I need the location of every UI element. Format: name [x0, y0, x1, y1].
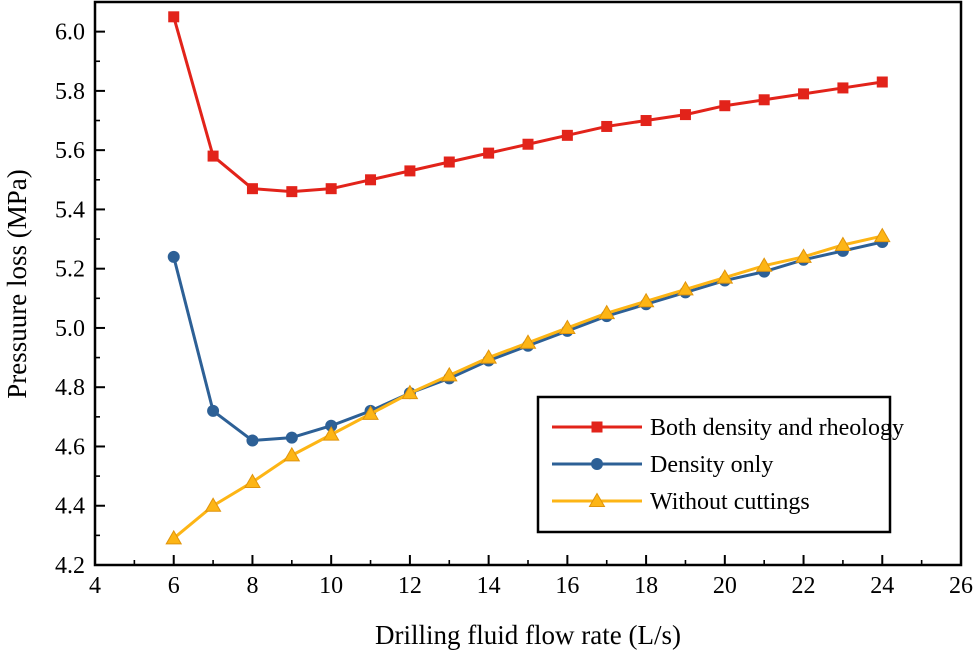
data-point-marker: [519, 334, 537, 349]
y-tick-label: 4.6: [55, 434, 85, 460]
data-point-marker: [207, 150, 219, 162]
data-point-marker: [204, 497, 222, 512]
x-tick-label: 26: [949, 573, 973, 599]
x-tick-label: 8: [246, 573, 258, 599]
data-point-marker: [285, 431, 298, 444]
data-point-marker: [719, 100, 731, 112]
data-point-marker: [522, 138, 534, 150]
data-point-marker: [322, 426, 340, 441]
data-point-marker: [558, 319, 576, 334]
y-axis-label: Pressuure loss (MPa): [2, 169, 32, 399]
data-point-marker: [480, 349, 498, 364]
x-axis: 4 6 8 10 12 14 16 18 20 22 24 26: [89, 555, 973, 599]
legend-entry: Both density and rheology: [552, 415, 904, 441]
data-point-marker: [443, 156, 455, 168]
data-point-marker: [362, 405, 379, 420]
y-tick-label: 4.2: [55, 553, 85, 579]
x-tick-label: 20: [713, 573, 737, 599]
y-tick-label: 5.2: [55, 257, 85, 283]
data-point-marker: [283, 446, 301, 462]
data-point-marker: [286, 186, 298, 198]
data-point-marker: [325, 183, 337, 195]
data-point-marker: [876, 76, 888, 88]
legend-marker: [588, 492, 606, 507]
x-tick-label: 4: [89, 573, 101, 599]
data-point-marker: [758, 94, 770, 106]
legend-entry-label: Without cuttings: [650, 489, 810, 515]
data-point-marker: [440, 366, 458, 382]
data-point-marker: [246, 434, 259, 447]
data-point-marker: [873, 227, 891, 243]
data-point-marker: [795, 248, 812, 263]
series-square: [168, 11, 888, 198]
legend-entry: Without cuttings: [552, 489, 810, 515]
data-point-marker: [401, 384, 419, 400]
x-tick-label: 22: [792, 573, 816, 599]
data-point-marker: [244, 473, 261, 489]
y-tick-label: 5.0: [55, 316, 85, 342]
y-tick-label: 5.8: [55, 79, 85, 105]
data-point-marker: [837, 82, 849, 94]
data-point-marker: [601, 120, 613, 132]
data-point-marker: [207, 404, 220, 417]
data-point-marker: [167, 250, 180, 263]
data-point-marker: [404, 165, 416, 177]
x-tick-label: 14: [477, 573, 501, 599]
data-point-marker: [246, 183, 258, 195]
data-point-marker: [165, 529, 183, 545]
y-axis: 4.2 4.4 4.6 4.8 5.0 5.2 5.4 5.6 5.8 6.0: [55, 20, 105, 579]
data-point-marker: [325, 419, 338, 432]
y-tick-label: 4.4: [55, 494, 85, 520]
x-tick-label: 6: [168, 573, 180, 599]
plot-area: 4 6 8 10 12 14 16 18 20 22 24 26 4.2 4.4 4.6 4.8 5.0 5.2 5…: [55, 0, 973, 599]
y-tick-label: 5.4: [55, 197, 85, 223]
data-point-marker: [755, 257, 773, 272]
data-point-marker: [483, 147, 495, 159]
legend-marker: [591, 421, 603, 433]
data-point-marker: [716, 269, 734, 284]
data-point-marker: [365, 174, 377, 186]
data-point-marker: [637, 292, 655, 308]
x-tick-label: 16: [555, 573, 579, 599]
y-tick-label: 6.0: [55, 20, 85, 46]
data-point-marker: [834, 236, 852, 251]
legend-entry-label: Density only: [650, 452, 773, 478]
y-tick-label: 4.8: [55, 375, 85, 401]
data-point-marker: [561, 129, 573, 141]
data-point-marker: [679, 109, 691, 121]
x-tick-label: 12: [398, 573, 422, 599]
x-tick-label: 24: [870, 573, 894, 599]
y-tick-label: 5.6: [55, 138, 85, 164]
legend: Both density and rheology Density only Wit…: [536, 395, 904, 534]
legend-marker: [591, 458, 603, 470]
data-point-marker: [677, 280, 694, 296]
x-tick-label: 10: [319, 573, 343, 599]
data-point-marker: [168, 11, 180, 23]
legend-entry: Density only: [552, 452, 773, 478]
series-triangle: [165, 227, 891, 545]
legend-entry-label: Both density and rheology: [650, 415, 904, 441]
x-tick-label: 18: [634, 573, 658, 599]
x-axis-label: Drilling fluid flow rate (L/s): [375, 620, 681, 650]
data-point-marker: [640, 115, 652, 127]
data-point-marker: [798, 88, 810, 100]
data-point-marker: [598, 304, 616, 320]
